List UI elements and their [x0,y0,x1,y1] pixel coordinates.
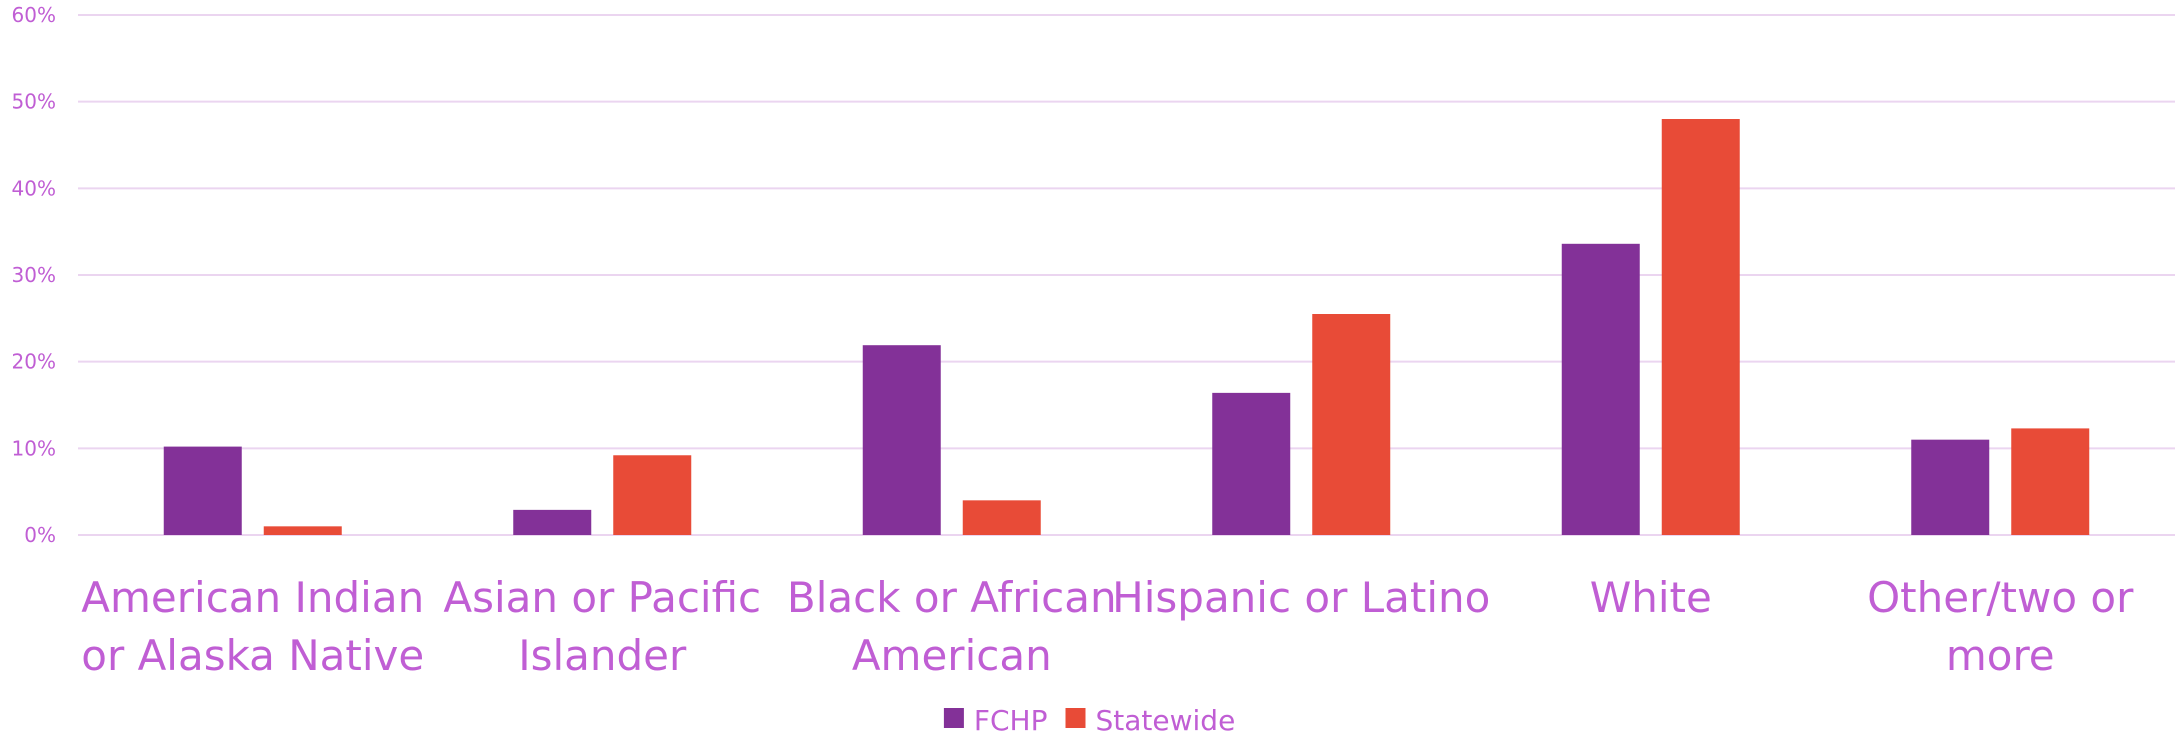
y-tick-label: 30% [12,263,56,287]
legend-swatch-fchp [943,708,964,728]
legend-label-fchp: FCHP [974,704,1048,737]
bar-fchp-2 [862,345,941,535]
bars [163,119,2090,536]
y-tick-label: 0% [24,523,56,547]
bar-statewide-2 [962,500,1041,535]
x-tick-label: American Indian or Alaska Native [81,573,424,680]
bar-statewide-1 [613,455,692,535]
bar-fchp-4 [1561,243,1640,536]
y-tick-label: 20% [12,350,56,374]
y-tick-label: 40% [12,176,56,200]
bar-fchp-5 [1911,439,1990,535]
x-tick-label: Other/two or more [1867,573,2134,680]
x-tick-label: Black or African American [787,573,1117,680]
legend-label-statewide: Statewide [1096,704,1236,737]
legend-swatch-statewide [1065,708,1086,728]
bar-statewide-3 [1312,314,1391,535]
y-tick-label: 60% [12,3,56,27]
x-tick-label: Asian or Pacific Islander [443,573,761,680]
legend: FCHP Statewide [943,704,1236,737]
grid-lines [78,14,2175,536]
y-axis-ticks: 0% 10% 20% 30% 40% 50% 60% [12,3,56,547]
bar-statewide-4 [1661,119,1740,535]
y-tick-label: 10% [12,436,56,460]
x-tick-label: White [1590,573,1712,622]
bar-statewide-5 [2011,428,2090,535]
bar-fchp-1 [513,509,592,535]
y-tick-label: 50% [12,90,56,114]
bar-statewide-0 [263,526,342,535]
bar-fchp-0 [163,446,242,535]
bar-fchp-3 [1212,392,1291,535]
x-tick-label: Hispanic or Latino [1112,573,1490,622]
